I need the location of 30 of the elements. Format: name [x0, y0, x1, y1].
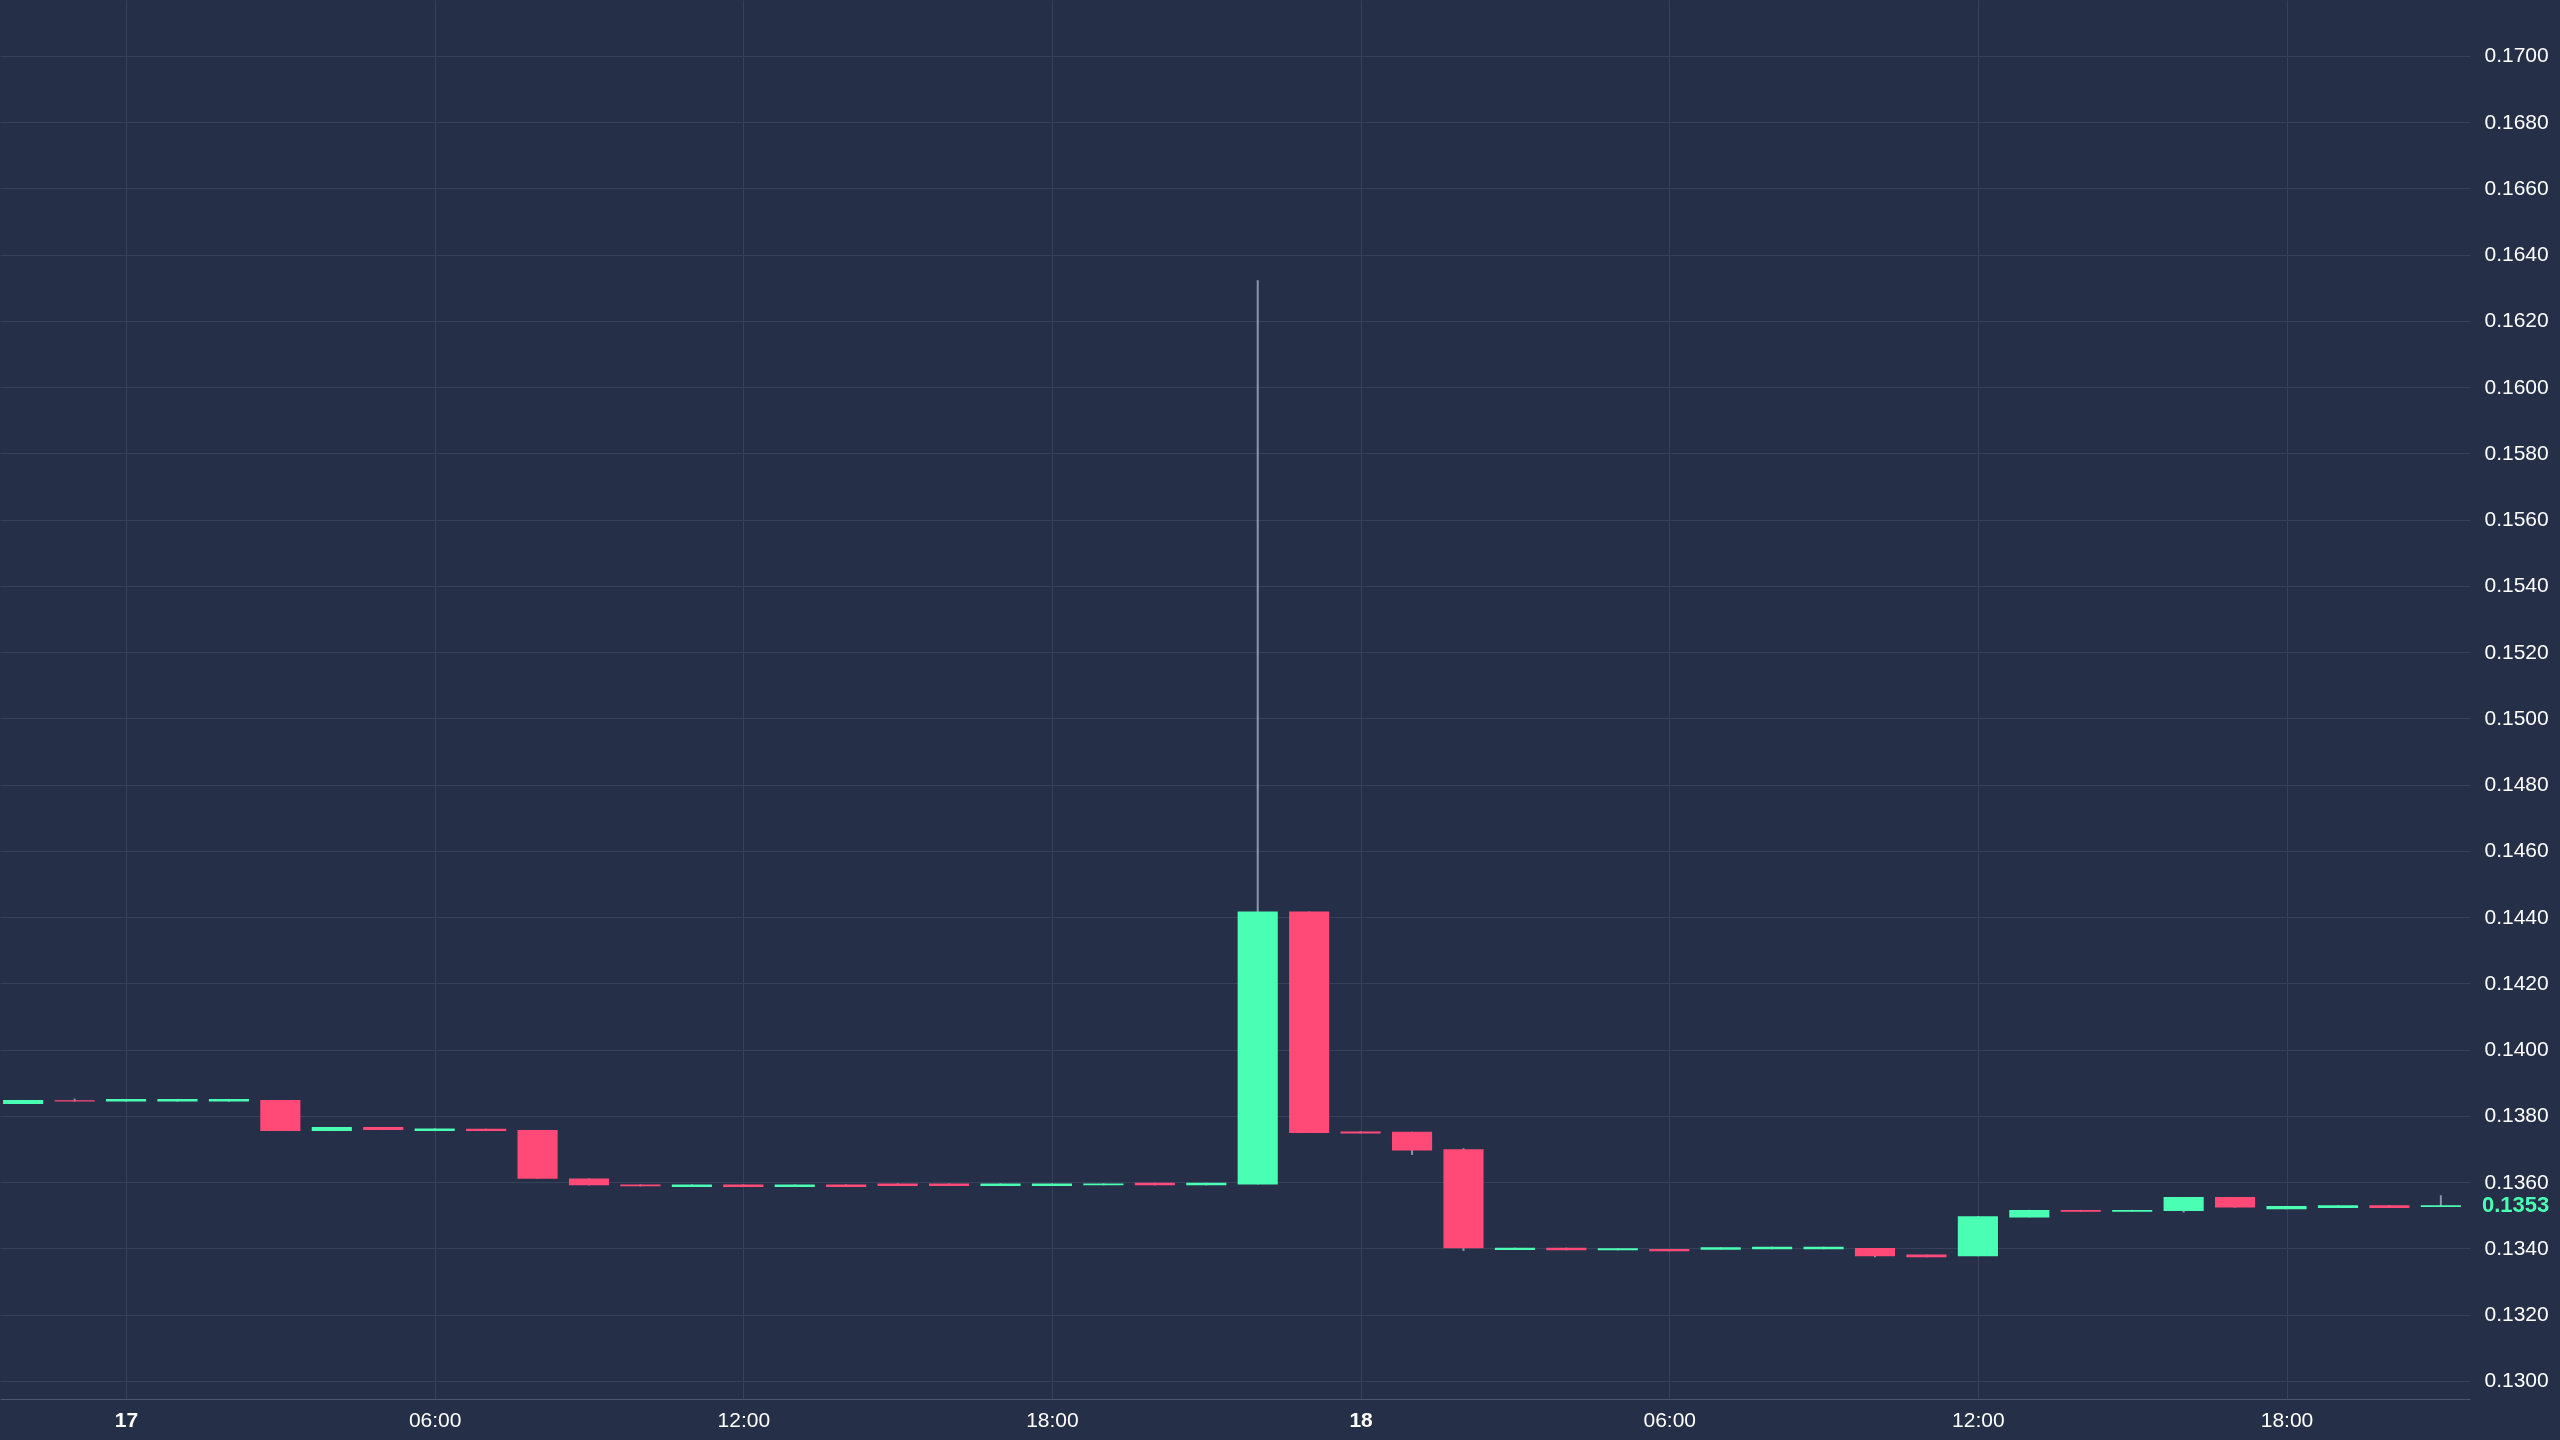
y-tick-label: 0.1360 [2484, 1169, 2549, 1193]
y-tick-label: 0.1600 [2484, 374, 2549, 398]
y-tick-label: 0.1460 [2484, 838, 2549, 862]
x-tick-label: 12:00 [717, 1407, 771, 1431]
y-tick-label: 0.1380 [2484, 1103, 2549, 1127]
y-tick-label: 0.1520 [2484, 639, 2549, 663]
y-tick-label: 0.1320 [2484, 1302, 2549, 1326]
y-tick-label: 0.1700 [2484, 43, 2549, 67]
x-tick-label: 06:00 [1643, 1407, 1697, 1431]
y-tick-label: 0.1420 [2484, 970, 2549, 994]
y-tick-label: 0.1580 [2484, 440, 2549, 464]
y-tick-label: 0.1680 [2484, 109, 2549, 133]
x-tick-label: 18:00 [1026, 1407, 1079, 1431]
y-tick-label: 0.1540 [2484, 573, 2549, 597]
x-tick-label: 06:00 [408, 1407, 462, 1431]
y-tick-label: 0.1400 [2484, 1037, 2549, 1061]
y-tick-label: 0.1300 [2484, 1368, 2549, 1392]
x-tick-label: 12:00 [1952, 1407, 2005, 1431]
y-tick-label: 0.1620 [2484, 308, 2549, 332]
y-tick-label: 0.1480 [2484, 772, 2549, 796]
text: 0.1353 [2482, 1192, 2550, 1218]
x-tick-label: 18 [1349, 1407, 1374, 1431]
y-tick-label: 0.1340 [2484, 1235, 2549, 1259]
y-tick-label: 0.1660 [2484, 175, 2549, 199]
x-tick-label: 17 [114, 1407, 139, 1431]
y-tick-label: 0.1500 [2484, 705, 2549, 729]
y-tick-label: 0.1640 [2484, 242, 2549, 266]
x-tick-label: 18:00 [2260, 1407, 2314, 1431]
y-tick-label: 0.1560 [2484, 507, 2549, 531]
y-tick-label: 0.1440 [2484, 904, 2549, 928]
